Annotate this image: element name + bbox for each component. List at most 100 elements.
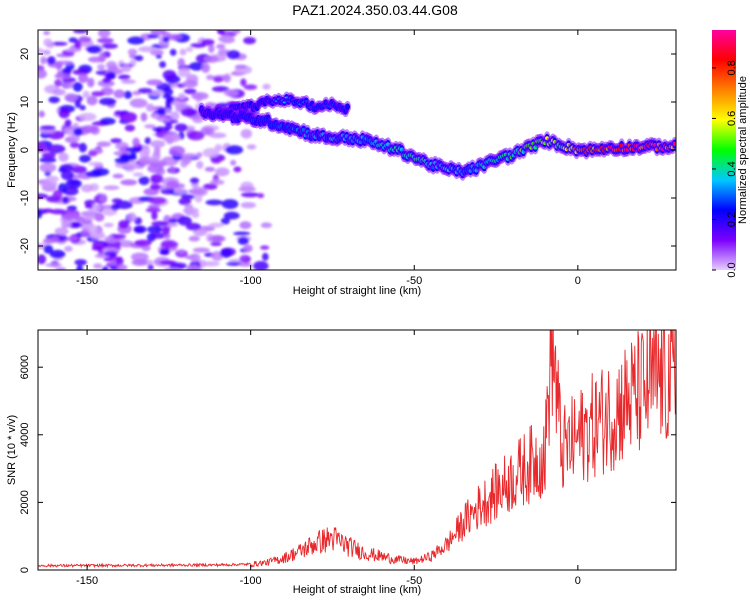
spectrogram-noise-blob	[38, 254, 47, 265]
spectrogram-noise-blob	[91, 167, 110, 176]
spectrogram-noise-blob	[46, 42, 55, 49]
spectrogram-noise-blob	[210, 241, 222, 247]
spectrogram-x-axis-label: Height of straight line (km)	[293, 285, 421, 297]
spectrogram-noise-blob	[113, 89, 125, 99]
spectrogram-noise-blob	[133, 55, 144, 62]
colorbar-tick-label: 0.6	[726, 111, 738, 126]
spectrogram-noise-blob	[42, 49, 51, 56]
spectrogram-noise-blob	[149, 184, 161, 191]
spectrogram-noise-blob	[141, 244, 151, 252]
spectrogram-noise-blob	[96, 141, 111, 147]
spectrogram-noise-blob	[169, 48, 177, 56]
spectrogram-noise-blob	[114, 157, 130, 164]
spectrogram-noise-blob	[240, 192, 259, 198]
snr-x-tick-label: 0	[575, 575, 581, 587]
spectrogram-noise-blob	[114, 110, 124, 116]
spectrogram-noise-blobs	[38, 30, 273, 270]
spectrogram-noise-blob	[152, 114, 160, 119]
spectrogram-noise-blob	[237, 236, 249, 245]
spectrogram-noise-blob	[190, 43, 206, 48]
spectrogram-noise-blob	[157, 117, 172, 123]
spectrogram-noise-blob	[183, 88, 197, 95]
spectrogram-noise-blob	[177, 67, 191, 78]
spectrogram-noise-blob	[260, 245, 270, 250]
snr-x-tick-label: -50	[406, 575, 422, 587]
spectrogram-noise-blob	[145, 207, 161, 213]
spectrogram-noise-blob	[38, 146, 50, 153]
spectrogram-noise-blob	[40, 56, 47, 65]
spectrogram-noise-blob	[208, 132, 227, 139]
spectrogram-noise-blob	[64, 245, 73, 252]
spectrogram-y-ticks: -20 -10 0 10 20	[19, 48, 676, 254]
spectrogram-noise-blob	[189, 177, 200, 184]
spectrogram-noise-blob	[118, 74, 131, 80]
spectrogram-noise-blob	[93, 263, 103, 269]
spectrogram-noise-blob	[178, 197, 192, 206]
colorbar-tick-label: 0.2	[726, 212, 738, 227]
spectrogram-noise-blob	[91, 246, 106, 251]
snr-series-line	[38, 330, 676, 569]
spectrogram-noise-blob	[62, 212, 80, 221]
spectrogram-noise-blob	[174, 123, 188, 132]
spectrogram-noise-blob	[127, 36, 145, 45]
spectrogram-noise-blob	[202, 148, 220, 158]
snr-y-tick-label: 0	[19, 567, 31, 573]
spectrogram-noise-blob	[47, 56, 56, 65]
spectrogram-noise-blob	[65, 48, 82, 53]
spectrogram-noise-blob	[98, 97, 117, 106]
spectrogram-noise-blob	[147, 34, 160, 39]
spectrogram-noise-blob	[87, 56, 104, 63]
spectrogram-noise-blob	[52, 189, 63, 200]
spectrogram-noise-blob	[194, 195, 203, 203]
colorbar-ticks: 0.0 0.2 0.4 0.6 0.8	[712, 60, 738, 278]
spectrogram-noise-blob	[38, 69, 47, 79]
spectrogram-noise-blob	[155, 54, 162, 59]
spectrogram-noise-blob	[204, 55, 219, 63]
spectrogram-noise-blob	[129, 98, 148, 108]
spectrogram-noise-blob	[189, 253, 201, 263]
spectrogram-y-tick-label: 10	[19, 96, 31, 108]
spectrogram-noise-blob	[238, 186, 257, 192]
spectrogram-noise-blob	[150, 140, 166, 148]
spectrogram-noise-blob	[122, 113, 137, 123]
spectrogram-noise-blob	[97, 63, 106, 71]
spectrogram-noise-blob	[57, 183, 68, 193]
ridge-core	[672, 141, 676, 146]
spectrogram-noise-blob	[54, 79, 63, 87]
spectrogram-noise-blob	[203, 183, 218, 190]
spectrogram-noise-blob	[151, 210, 158, 221]
spectrogram-noise-blob	[74, 39, 82, 50]
spectrogram-noise-blob	[187, 130, 205, 141]
spectrogram-noise-blob	[132, 172, 144, 177]
spectrogram-noise-blob	[185, 46, 194, 52]
spectrogram-noise-blob	[211, 235, 224, 242]
spectrogram-noise-blob	[45, 175, 60, 183]
spectrogram-y-tick-label: -20	[19, 238, 31, 254]
spectrogram-noise-blob	[184, 206, 194, 216]
snr-y-ticks: 0 2000 4000 6000	[19, 355, 676, 573]
spectrogram-noise-blob	[208, 43, 215, 54]
spectrogram-noise-blob	[43, 244, 54, 254]
spectrogram-noise-blob	[116, 264, 128, 270]
spectrogram-noise-blob	[233, 166, 242, 173]
spectrogram-noise-blob	[50, 41, 68, 46]
spectrogram-noise-blob	[230, 159, 237, 166]
spectrogram-noise-blob	[238, 262, 253, 267]
spectrogram-noise-blob	[144, 124, 156, 129]
spectrogram-noise-blob	[137, 87, 153, 94]
spectrogram-noise-blob	[209, 179, 225, 186]
spectrogram-noise-blob	[97, 30, 111, 38]
spectrogram-x-tick-label: -150	[76, 275, 98, 287]
spectrogram-noise-blob	[165, 123, 173, 131]
spectrogram-noise-blob	[191, 92, 209, 100]
spectrogram-noise-blob	[79, 105, 86, 111]
snr-x-tick-label: -150	[76, 575, 98, 587]
spectrogram-noise-blob	[204, 166, 216, 172]
spectrogram-noise-blob	[62, 196, 70, 204]
spectrogram-noise-blob	[78, 73, 89, 83]
spectrogram-noise-blob	[52, 88, 66, 96]
spectrogram-noise-blob	[152, 151, 161, 161]
spectrogram-noise-blob	[78, 112, 97, 122]
spectrogram-noise-blob	[221, 199, 239, 209]
spectrogram-noise-blob	[39, 125, 56, 131]
